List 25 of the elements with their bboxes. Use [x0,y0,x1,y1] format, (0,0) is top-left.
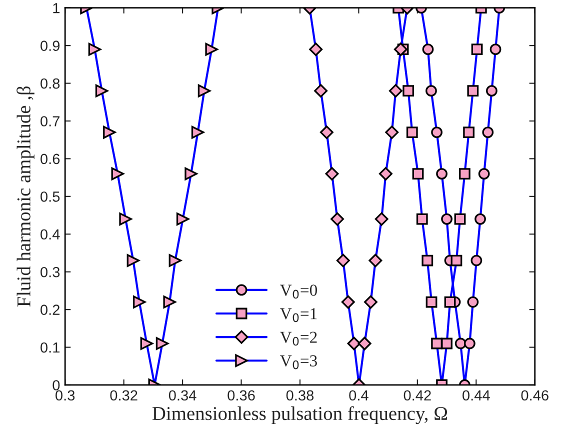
x-tick-label: 0.34 [168,390,196,401]
legend-label: V$_{0}$=0 [280,284,318,299]
x-axis-title: Dimensionless pulsation frequency, Ω [152,406,448,424]
y-axis-title: Fluid harmonic amplitude ,β [16,86,34,307]
x-tick-label: 0.32 [110,390,138,401]
y-tick-label: 0.7 [40,116,60,126]
y-tick-label: 0.3 [40,266,60,278]
y-tick-label: 0 [52,380,60,390]
y-tick-label: 0.6 [40,154,60,164]
y-tick-label: 0.2 [40,304,60,315]
y-tick-label: 0.4 [40,229,60,240]
x-tick-label: 0.4 [349,390,368,401]
legend-label: V$_{0}$=3 [280,355,317,370]
x-tick-label: 0.46 [521,390,548,401]
y-tick-label: 0.5 [40,192,60,202]
x-tick-label: 0.44 [462,390,490,401]
y-tick-label: 1 [53,3,60,14]
x-tick-label: 0.42 [404,390,431,401]
x-tick-label: 0.36 [228,390,255,401]
y-tick-label: 0.8 [40,78,60,89]
y-tick-label: 0.9 [40,40,60,51]
legend-label: V$_{0}$=2 [280,332,317,346]
y-tick-label: 0.1 [40,342,60,353]
x-tick-label: 0.38 [286,390,314,401]
legend-label: V$_{0}$=1 [280,308,317,322]
